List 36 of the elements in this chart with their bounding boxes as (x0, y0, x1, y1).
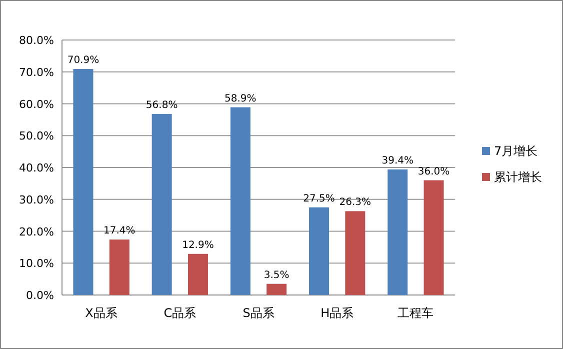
data-label: 26.3% (339, 197, 372, 208)
x-tick-label: S品系 (242, 306, 274, 320)
x-tick-label: H品系 (320, 306, 354, 320)
data-label: 36.0% (418, 166, 450, 178)
bar (266, 284, 287, 295)
y-tick-label: 50.0% (19, 130, 54, 143)
bar (424, 180, 444, 295)
bar (345, 211, 366, 295)
bar (230, 107, 250, 295)
y-tick-label: 40.0% (19, 162, 54, 174)
x-tick-label: X品系 (85, 306, 118, 320)
x-tick-label: 工程车 (398, 306, 434, 320)
x-tick-label: C品系 (164, 306, 196, 320)
y-tick-label: 10.0% (19, 257, 54, 270)
y-tick-label: 0.0% (26, 289, 54, 302)
data-label: 17.4% (103, 226, 136, 237)
bar (309, 207, 330, 295)
bar (388, 169, 408, 295)
bar (73, 69, 94, 295)
data-label: 56.8% (146, 100, 178, 111)
y-tick-label: 30.0% (19, 193, 54, 206)
y-tick-label: 60.0% (19, 98, 54, 111)
data-label: 39.4% (382, 155, 414, 166)
data-label: 58.9% (224, 93, 256, 104)
data-label: 3.5% (264, 270, 290, 281)
y-tick-label: 20.0% (19, 225, 54, 238)
legend-label: 累计增长 (494, 170, 542, 184)
bar (188, 254, 208, 295)
bar (109, 240, 130, 295)
bar (152, 114, 172, 295)
y-tick-label: 70.0% (19, 66, 54, 79)
legend-label: 7月增长 (494, 144, 538, 158)
data-label: 27.5% (303, 193, 335, 204)
y-tick-label: 80.0% (19, 34, 54, 47)
data-label: 70.9% (67, 55, 100, 66)
data-label: 12.9% (182, 240, 214, 251)
